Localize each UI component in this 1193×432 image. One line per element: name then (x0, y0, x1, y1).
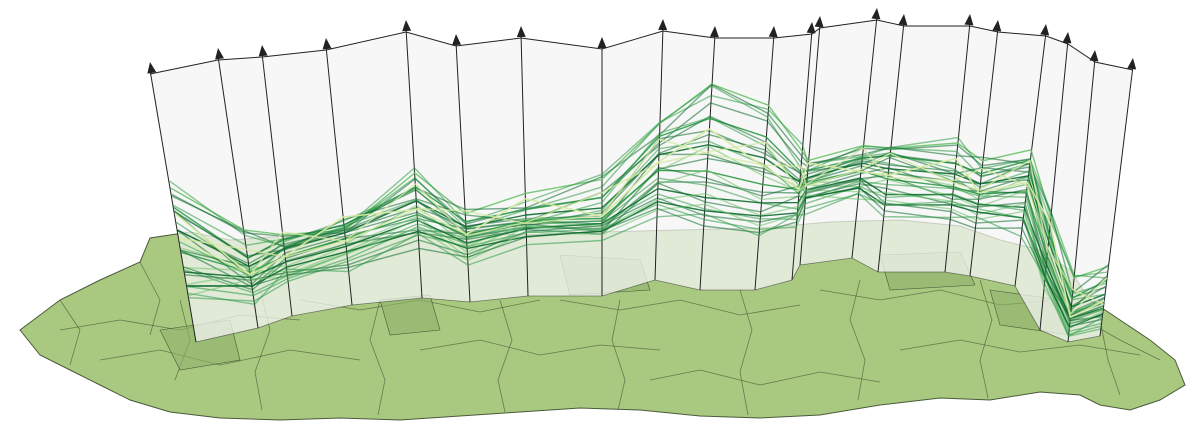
axis-12 (791, 29, 813, 281)
curtain-backdrop (150, 20, 1133, 342)
region-boundary-6 (649, 369, 881, 386)
data-polylines (169, 83, 1109, 337)
region-boundary-14 (739, 289, 753, 416)
axis-arrowhead-8 (597, 37, 607, 48)
region-boundary-17 (1099, 319, 1121, 396)
axis-arrowhead-20 (1089, 50, 1099, 62)
axis-arrowhead-10 (709, 26, 719, 38)
data-polyline-21 (184, 177, 1104, 320)
axis-13 (799, 23, 821, 266)
axis-16 (944, 21, 971, 273)
axis-arrowhead-7 (516, 26, 526, 38)
region-boundary-15 (849, 279, 866, 401)
data-polyline-30 (187, 192, 1103, 337)
axis-14 (851, 15, 878, 259)
axis-arrowhead-6 (452, 34, 462, 46)
region-boundary-4 (419, 339, 661, 356)
axis-10 (699, 33, 716, 291)
region-boundary-16 (979, 279, 993, 399)
axis-arrowhead-12 (806, 22, 816, 34)
axis-7 (520, 33, 529, 297)
parallel-axes (147, 8, 1137, 343)
axis-arrowhead-11 (768, 26, 778, 38)
region-boundary-12 (497, 299, 513, 413)
region-boundary-13 (611, 299, 626, 411)
data-polyline-27 (188, 194, 1104, 329)
axis-arrowhead-2 (215, 48, 225, 60)
region-boundary-2 (99, 349, 361, 366)
region-boundary-19 (59, 299, 81, 366)
axis-arrowhead-3 (258, 45, 268, 57)
axis-arrowhead-21 (1127, 58, 1137, 70)
axis-arrowhead-14 (871, 8, 881, 20)
axis-arrowhead-17 (992, 20, 1002, 32)
axis-6 (455, 41, 471, 303)
axis-arrowhead-15 (898, 14, 908, 26)
data-polyline-24 (186, 185, 1102, 336)
axis-arrowhead-5 (402, 20, 412, 32)
axis-17 (969, 27, 999, 277)
data-polyline-19 (183, 169, 1104, 321)
region-boundary-11 (369, 299, 386, 416)
axis-arrowhead-18 (1040, 24, 1050, 36)
axis-2 (217, 55, 259, 329)
data-polyline-28 (188, 193, 1101, 337)
axis-20 (1067, 57, 1096, 343)
data-polyline-33 (178, 141, 1105, 306)
region-boundary-8 (899, 339, 1141, 356)
axis-11 (754, 33, 775, 291)
axis-arrowhead-9 (658, 19, 668, 31)
data-polyline-34 (174, 128, 1105, 319)
region-boundary-5 (559, 299, 801, 316)
axis-19 (1039, 39, 1069, 331)
axis-arrowhead-4 (322, 38, 332, 50)
data-polyline-32 (178, 138, 1108, 315)
data-polyline-29 (186, 186, 1103, 327)
axis-arrowhead-16 (964, 14, 974, 26)
region-boundary-18 (139, 261, 161, 336)
data-polyline-8 (175, 116, 1107, 295)
axis-arrowhead-13 (814, 16, 824, 28)
data-polyline-25 (184, 178, 1103, 322)
axis-1 (149, 69, 197, 343)
axis-5 (405, 27, 423, 299)
axis-arrowhead-1 (147, 62, 157, 74)
axis-21 (1099, 65, 1134, 337)
axis-arrowhead-19 (1062, 32, 1072, 44)
